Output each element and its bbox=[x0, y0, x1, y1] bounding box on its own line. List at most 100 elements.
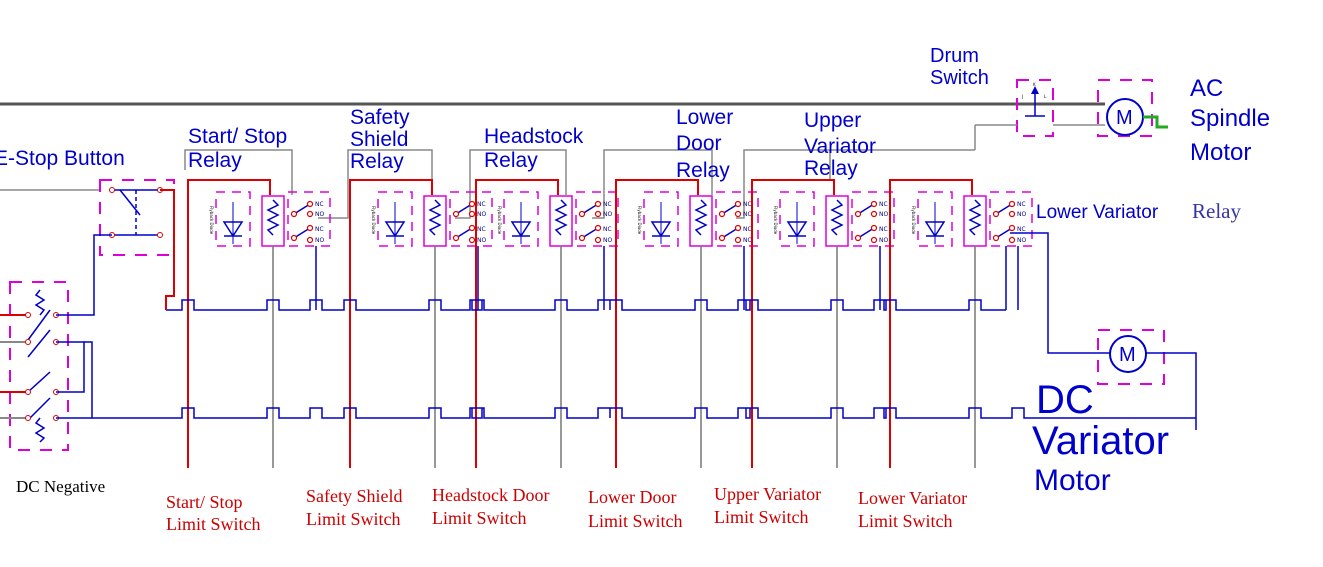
relay-label: Relay bbox=[188, 149, 242, 172]
relay-label: Door bbox=[676, 132, 722, 155]
contact-arm-upper bbox=[455, 203, 473, 215]
ac-motor-m: M bbox=[1116, 107, 1133, 129]
ac-motor-label-3: Motor bbox=[1190, 139, 1251, 166]
relay-label: Start/ Stop bbox=[188, 125, 287, 148]
nc-label: NC bbox=[743, 226, 752, 233]
contact-box bbox=[851, 191, 895, 247]
drum-mark-j: J bbox=[1021, 94, 1023, 99]
contact-terminal bbox=[734, 200, 742, 208]
dc-motor-label-2: Variator bbox=[1032, 419, 1169, 463]
limit-switch-label: Start/ Stop bbox=[166, 492, 243, 512]
limit-switch-label: Lower Variator bbox=[858, 488, 967, 508]
relay-label: Relay bbox=[804, 157, 858, 180]
no-label: NO bbox=[1017, 211, 1026, 218]
nc-label: NC bbox=[879, 201, 888, 208]
coil-box bbox=[423, 195, 447, 247]
contact-terminal bbox=[594, 210, 602, 218]
nc-label: NC bbox=[743, 201, 752, 208]
relay-label: Safety bbox=[350, 106, 410, 129]
limit-switch-label: Limit Switch bbox=[166, 514, 261, 534]
drum-mark-k: K bbox=[1033, 82, 1036, 87]
contact-terminal bbox=[734, 224, 742, 232]
nc-label: NC bbox=[1017, 201, 1026, 208]
estop-label: E-Stop Button bbox=[0, 147, 125, 170]
limit-switch-label: Limit Switch bbox=[432, 508, 527, 528]
contact-terminal bbox=[870, 236, 878, 244]
ac-motor-label-1: AC bbox=[1190, 75, 1223, 102]
lower-variator-relay-label-2: Relay bbox=[1192, 199, 1241, 223]
limit-switch-label: Limit Switch bbox=[588, 511, 683, 531]
contact-terminal bbox=[468, 210, 476, 218]
contact-terminal bbox=[1008, 210, 1016, 218]
coil-icon bbox=[266, 199, 280, 236]
left-switch-bank bbox=[0, 234, 112, 451]
coil-box bbox=[689, 195, 713, 247]
coil-box bbox=[825, 195, 849, 247]
contact-terminal bbox=[992, 234, 1000, 242]
relay-feed-red bbox=[615, 179, 699, 468]
diode-box bbox=[503, 191, 539, 247]
relay-label: Relay bbox=[676, 159, 730, 182]
lower-bus bbox=[92, 407, 1196, 419]
relay-label: Headstock bbox=[484, 125, 584, 148]
contact-terminal bbox=[306, 200, 314, 208]
contact-terminal bbox=[1008, 236, 1016, 244]
contact-terminal bbox=[290, 210, 298, 218]
ac-motor-label-2: Spindle bbox=[1190, 105, 1270, 132]
coil-box bbox=[549, 195, 573, 247]
diode-label: Flyback Diode bbox=[497, 206, 502, 235]
contact-terminal bbox=[306, 224, 314, 232]
contact-terminal bbox=[468, 224, 476, 232]
diode-label: Flyback Diode bbox=[637, 206, 642, 235]
relay-6: Flyback Diode NC NO NC NO Lower Variator Limit… bbox=[858, 179, 1033, 531]
contact-terminal bbox=[452, 234, 460, 242]
diode-label: Flyback Diode bbox=[209, 206, 214, 235]
contact-arm-lower bbox=[857, 227, 875, 239]
ac-motor-symbol: M bbox=[1097, 79, 1168, 137]
relay-feed-red bbox=[187, 179, 271, 468]
relay-feed-red bbox=[751, 179, 835, 468]
diode-box bbox=[779, 191, 815, 247]
diode-box bbox=[377, 191, 413, 247]
nc-label: NC bbox=[477, 201, 486, 208]
nc-label: NC bbox=[477, 226, 486, 233]
no-label: NO bbox=[477, 211, 486, 218]
contact-arm-lower bbox=[293, 227, 311, 239]
contact-terminal bbox=[290, 234, 298, 242]
nc-label: NC bbox=[603, 226, 612, 233]
contact-arm-upper bbox=[857, 203, 875, 215]
limit-switch-label: Lower Door bbox=[588, 487, 676, 507]
dc-motor-m: M bbox=[1119, 344, 1136, 366]
contact-arm-lower bbox=[995, 227, 1013, 239]
no-label: NO bbox=[1017, 237, 1026, 244]
estop-button-symbol bbox=[99, 179, 175, 256]
contact-terminal bbox=[870, 224, 878, 232]
relay-label: Shield bbox=[350, 128, 408, 151]
estop-to-bus bbox=[160, 189, 175, 310]
relay-label: Relay bbox=[350, 150, 404, 173]
coil-box bbox=[261, 195, 285, 247]
coil-icon bbox=[830, 199, 844, 236]
relay-feed-red bbox=[349, 179, 433, 468]
relay-4: Flyback Diode NC NO NC NO Lower Door Relay Lower… bbox=[588, 106, 759, 531]
contact-terminal bbox=[870, 200, 878, 208]
diode-label: Flyback Diode bbox=[773, 206, 778, 235]
contact-arm-upper bbox=[995, 203, 1013, 215]
contact-arm-lower bbox=[455, 227, 473, 239]
contact-box bbox=[715, 191, 759, 247]
relay-feed-red bbox=[889, 179, 973, 468]
relay-feed-red bbox=[475, 179, 559, 468]
contact-arm-upper bbox=[581, 203, 599, 215]
dc-motor-symbol: M bbox=[1010, 232, 1197, 430]
contact-arm-lower bbox=[721, 227, 739, 239]
no-label: NO bbox=[603, 237, 612, 244]
contact-terminal bbox=[468, 236, 476, 244]
diode-box bbox=[215, 191, 251, 247]
nc-label: NC bbox=[1017, 226, 1026, 233]
drum-switch-label-1: Drum bbox=[930, 45, 979, 67]
drum-mark-l: L bbox=[1044, 94, 1047, 99]
contact-terminal bbox=[734, 236, 742, 244]
